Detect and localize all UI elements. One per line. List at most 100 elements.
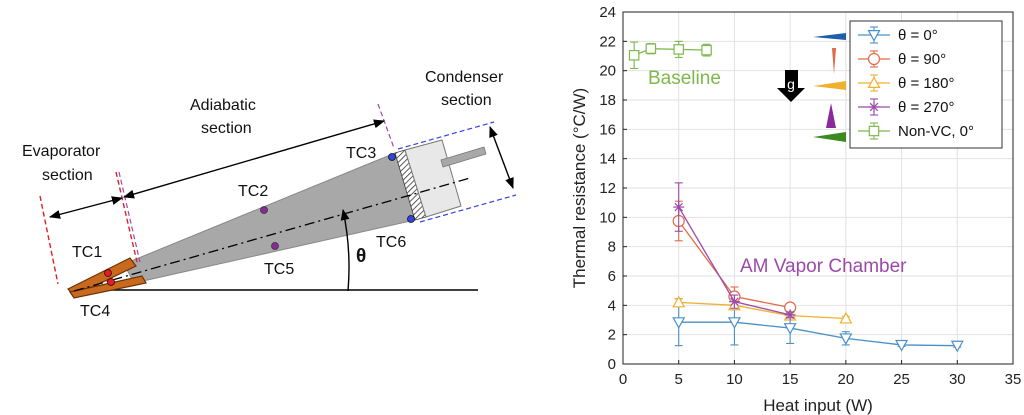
tc2-label: TC2 [238, 183, 268, 200]
x-tick-label: 25 [893, 371, 910, 388]
data-point [839, 311, 853, 324]
data-point [673, 44, 684, 55]
legend-label: θ = 90° [898, 51, 946, 68]
data-point [784, 309, 796, 321]
series-layer [628, 40, 964, 353]
legend-marker [868, 101, 880, 113]
y-tick-label: 8 [608, 239, 616, 256]
x-tick-label: 35 [1005, 371, 1022, 388]
y-tick-label: 14 [599, 151, 616, 168]
y-tick-label: 16 [599, 121, 616, 138]
y-tick-label: 22 [599, 33, 616, 50]
legend-marker [867, 30, 881, 42]
y-tick-label: 0 [608, 356, 616, 373]
x-tick-label: 30 [949, 371, 966, 388]
y-tick-label: 12 [599, 180, 616, 197]
centerline [73, 177, 471, 292]
adiabatic-boundary-right [377, 103, 395, 149]
legend-entry: θ = 90° [858, 50, 946, 68]
y-tick-label: 18 [599, 92, 616, 109]
evaporator-dimension [48, 196, 124, 219]
tc4-dot [107, 278, 115, 286]
data-point [727, 317, 741, 329]
wedge-nonvc-icon [813, 132, 846, 142]
series-line [633, 48, 707, 56]
am-vapor-chamber-annotation: AM Vapor Chamber [740, 256, 907, 277]
data-point [673, 201, 685, 213]
evaporator-plate-bottom [69, 275, 147, 299]
legend-label: Non-VC, 0° [898, 123, 974, 140]
theta-label: θ [356, 246, 366, 267]
tc6-label: TC6 [376, 234, 406, 251]
series-line [678, 301, 846, 320]
wedge-0-icon [813, 33, 846, 40]
series-4 [628, 40, 712, 70]
condenser-boundary-top [397, 121, 495, 150]
series-line [678, 321, 958, 347]
gravity-arrow-icon: g [777, 70, 805, 102]
condenser-label-line2: section [441, 92, 492, 109]
adiabatic-label-line2: section [201, 120, 252, 137]
data-point [628, 49, 640, 61]
adiabatic-boundary-left [118, 171, 141, 263]
legend-label: θ = 270° [898, 99, 954, 116]
tc1-dot [104, 269, 112, 277]
baseline-annotation: Baseline [648, 68, 721, 89]
y-tick-label: 24 [599, 4, 616, 21]
adiabatic-dimension [122, 119, 386, 199]
data-point [895, 339, 909, 352]
condenser-boundary-bottom [419, 194, 517, 223]
legend-label: θ = 180° [898, 75, 954, 92]
legend-label: θ = 0° [898, 27, 938, 44]
evaporator-boundary-right [115, 171, 138, 263]
data-point [672, 295, 686, 308]
condenser-rod [440, 146, 487, 168]
wedge-270-icon [826, 103, 836, 128]
y-tick-label: 4 [608, 297, 616, 314]
evaporator-label-line2: section [42, 167, 93, 184]
data-point [783, 323, 797, 335]
tc3-label: TC3 [346, 145, 376, 162]
series-3 [673, 182, 796, 321]
condenser-label-line1: Condenser [425, 69, 504, 86]
y-tick-label: 6 [608, 268, 616, 285]
tc5-label: TC5 [264, 261, 294, 278]
legend-entry: θ = 180° [858, 74, 954, 92]
tc4-label: TC4 [80, 303, 110, 320]
x-tick-label: 5 [675, 371, 683, 388]
x-axis-label: Heat input (W) [763, 396, 873, 415]
x-tick-label: 15 [782, 371, 799, 388]
tc5-dot [271, 242, 279, 250]
x-tick-label: 10 [726, 371, 743, 388]
data-point [645, 43, 657, 54]
legend: θ = 0° θ = 90° θ = 180° θ = 270° Non-VC, 0° [849, 20, 1003, 149]
orientation-wedges [813, 33, 846, 142]
evaporator-label-line1: Evaporator [22, 143, 101, 160]
legend-entry: θ = 270° [858, 98, 954, 116]
wedge-90-icon [832, 48, 836, 74]
y-tick-label: 10 [599, 209, 616, 226]
data-point [950, 340, 964, 353]
legend-entry: Non-VC, 0° [858, 122, 974, 140]
data-point [701, 44, 712, 56]
data-point [839, 333, 853, 346]
adiabatic-label-line1: Adiabatic [190, 97, 256, 114]
schematic: θ Evaporator section Adiabatic section C… [22, 69, 517, 320]
legend-marker [867, 76, 881, 89]
theta-arc [340, 208, 350, 292]
y-axis-label: Thermal resistance (°C/W) [570, 88, 589, 288]
x-tick-label: 0 [619, 371, 627, 388]
legend-marker [867, 52, 881, 66]
legend-marker [868, 125, 880, 137]
data-point [672, 317, 686, 329]
gravity-label: g [787, 76, 795, 92]
data-point [728, 296, 740, 308]
condenser-dimension [489, 125, 514, 190]
tc3-dot [388, 153, 396, 161]
tc1-label: TC1 [72, 244, 102, 261]
y-tick-label: 2 [608, 327, 616, 344]
x-tick-label: 20 [838, 371, 855, 388]
